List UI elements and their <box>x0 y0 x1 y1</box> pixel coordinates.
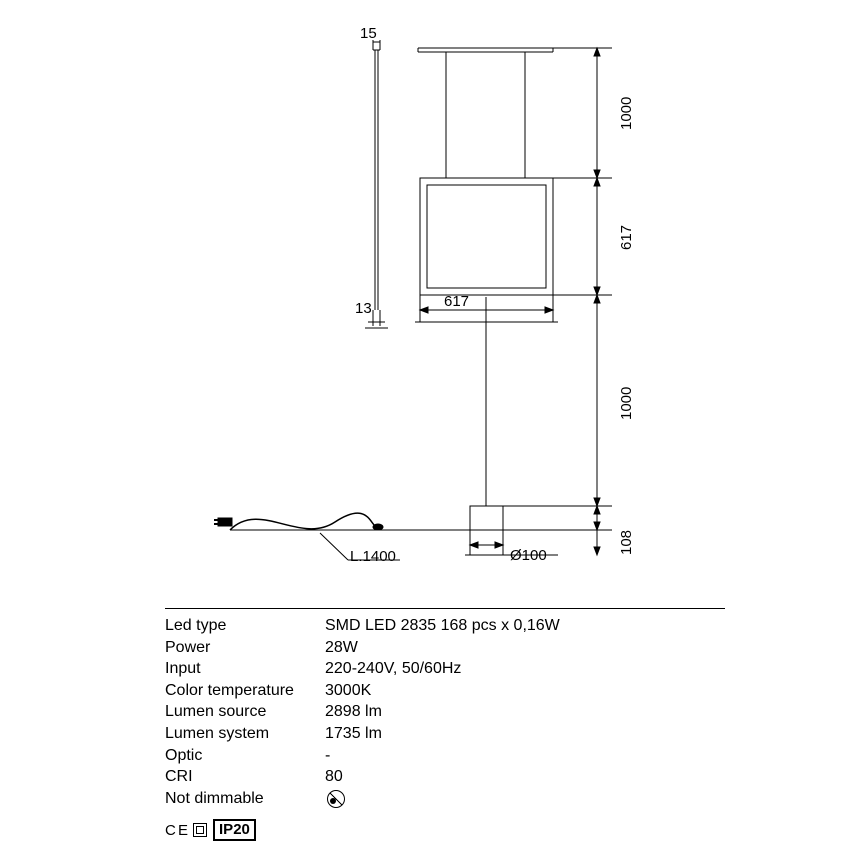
dim-1000-lower: 1000 <box>618 387 635 420</box>
spec-table-rule <box>165 608 725 609</box>
spec-label: Not dimmable <box>165 788 325 810</box>
dim-diam: Ø100 <box>510 547 547 564</box>
certification-row: C E IP20 <box>165 819 725 841</box>
spec-label: Color temperature <box>165 680 325 702</box>
dim-617-h: 617 <box>618 225 635 250</box>
ip-rating: IP20 <box>213 819 256 841</box>
spec-label: Lumen system <box>165 723 325 745</box>
spec-value: 3000K <box>325 680 725 702</box>
spec-row: Color temperature3000K <box>165 680 725 702</box>
spec-row: Lumen source2898 lm <box>165 701 725 723</box>
spec-value: 80 <box>325 766 725 788</box>
spec-row: Not dimmable <box>165 788 725 810</box>
spec-value <box>325 788 725 810</box>
dim-108: 108 <box>618 530 635 555</box>
spec-label: Led type <box>165 615 325 637</box>
spec-value: - <box>325 745 725 767</box>
spec-row: Optic- <box>165 745 725 767</box>
spec-label: Power <box>165 637 325 659</box>
dim-617-w: 617 <box>444 293 469 310</box>
spec-value: 220-240V, 50/60Hz <box>325 658 725 680</box>
ce-mark: C E <box>165 822 187 839</box>
dim-13: 13 <box>355 300 372 317</box>
spec-row: CRI80 <box>165 766 725 788</box>
spec-row: Lumen system1735 lm <box>165 723 725 745</box>
spec-value: 28W <box>325 637 725 659</box>
spec-label: Input <box>165 658 325 680</box>
spec-label: Optic <box>165 745 325 767</box>
spec-value: 1735 lm <box>325 723 725 745</box>
spec-row: Led typeSMD LED 2835 168 pcs x 0,16W <box>165 615 725 637</box>
spec-row: Power28W <box>165 637 725 659</box>
technical-drawing-svg <box>0 0 868 600</box>
dim-cord: L.1400 <box>350 548 396 565</box>
dim-15: 15 <box>360 25 377 42</box>
spec-value: SMD LED 2835 168 pcs x 0,16W <box>325 615 725 637</box>
not-dimmable-icon <box>327 790 345 808</box>
spec-label: Lumen source <box>165 701 325 723</box>
spec-row: Input220-240V, 50/60Hz <box>165 658 725 680</box>
dim-1000-upper: 1000 <box>618 97 635 130</box>
spec-table: Led typeSMD LED 2835 168 pcs x 0,16WPowe… <box>165 608 725 841</box>
spec-label: CRI <box>165 766 325 788</box>
spec-value: 2898 lm <box>325 701 725 723</box>
class2-icon <box>193 823 207 837</box>
